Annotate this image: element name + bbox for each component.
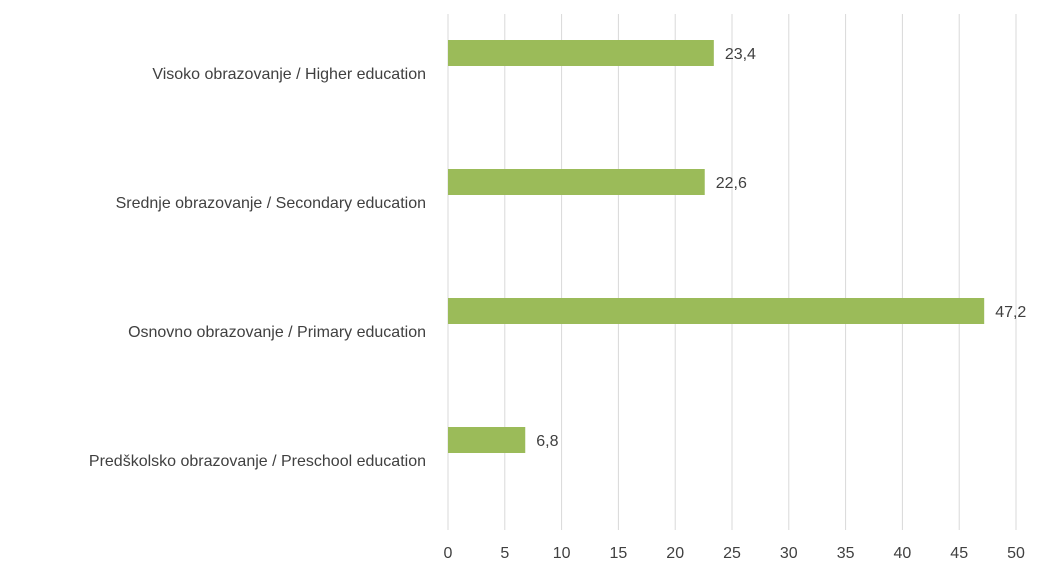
x-tick-label: 40: [894, 545, 912, 562]
bar: [448, 169, 705, 195]
category-labels: Visoko obrazovanje / Higher education Sre…: [89, 66, 426, 470]
data-labels: 23,4 22,6 47,2 6,8: [536, 46, 1026, 450]
category-label: Predškolsko obrazovanje / Preschool educ…: [89, 453, 426, 470]
bar: [448, 427, 526, 453]
gridlines: [447, 14, 1017, 530]
category-label: Srednje obrazovanje / Secondary educatio…: [116, 195, 426, 212]
x-tick-label: 15: [610, 545, 628, 562]
bars: [448, 40, 985, 453]
category-label: Visoko obrazovanje / Higher education: [152, 66, 426, 83]
category-label: Osnovno obrazovanje / Primary education: [128, 324, 426, 341]
x-tick-label: 35: [837, 545, 855, 562]
data-label: 23,4: [725, 46, 756, 63]
data-label: 47,2: [995, 304, 1026, 321]
x-tick-label: 5: [500, 545, 509, 562]
x-tick-label: 25: [723, 545, 741, 562]
x-tick-label: 50: [1007, 545, 1025, 562]
x-tick-label: 10: [553, 545, 571, 562]
x-tick-label: 0: [444, 545, 453, 562]
bar: [448, 298, 985, 324]
bar: [448, 40, 714, 66]
data-label: 22,6: [716, 175, 747, 192]
data-label: 6,8: [536, 433, 558, 450]
x-tick-label: 20: [666, 545, 684, 562]
x-tick-labels: 0 5 10 15 20 25 30 35 40 45 50: [444, 545, 1025, 562]
x-tick-label: 30: [780, 545, 798, 562]
x-tick-label: 45: [950, 545, 968, 562]
